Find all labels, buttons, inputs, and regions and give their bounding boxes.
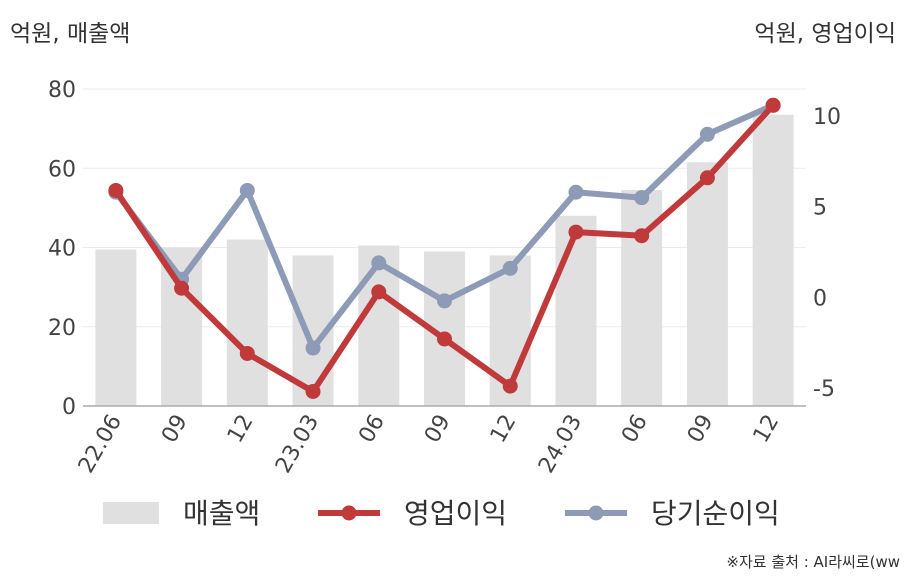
left-tick-label: 20 [48, 316, 76, 341]
x-tick-label: 09 [420, 411, 456, 448]
x-tick-label: 12 [486, 411, 522, 448]
left-tick-label: 0 [62, 395, 76, 420]
operating-profit-point [174, 280, 190, 296]
operating-profit-point [502, 378, 518, 394]
operating-profit-point [699, 170, 715, 186]
right-tick-label: 0 [813, 286, 827, 311]
net-income-point [634, 190, 650, 206]
operating-profit-point [108, 182, 124, 198]
operating-profit-point [634, 228, 650, 244]
x-tick-label: 12 [223, 411, 259, 448]
right-tick-label: 5 [813, 196, 827, 221]
net-income-point [239, 182, 255, 198]
revenue-bar [555, 215, 597, 406]
legend-swatch-revenue [103, 502, 159, 524]
net-income-point [502, 260, 518, 276]
net-income-point [699, 126, 715, 142]
combo-chart: 0 20 40 60 80 -5 0 5 10 22.06 09 12 23.03 06 09 12 24.03… [48, 78, 841, 530]
revenue-bar [686, 162, 728, 406]
x-tick-label: 22.06 [74, 411, 127, 478]
left-tick-label: 80 [48, 78, 76, 103]
x-tick-label: 24.03 [534, 411, 587, 478]
legend-marker-operating-profit [341, 505, 357, 521]
net-income-point [568, 184, 584, 200]
legend-marker-net-income [588, 505, 604, 521]
revenue-bar [226, 239, 268, 406]
operating-profit-point [568, 224, 584, 240]
operating-profit-point [371, 284, 387, 300]
source-note: ※자료 출처 : AI라씨로(ww [726, 553, 900, 571]
left-tick-label: 60 [48, 157, 76, 182]
x-tick-label: 23.03 [271, 411, 324, 478]
x-tick-label: 09 [157, 411, 193, 448]
right-tick-label: 10 [813, 105, 841, 130]
x-tick-label: 09 [683, 411, 719, 448]
revenue-bar [95, 249, 137, 406]
operating-profit-point [437, 331, 452, 347]
operating-profit-point [765, 97, 781, 113]
legend-label-net-income: 당기순이익 [651, 497, 780, 530]
revenue-bar [752, 114, 794, 406]
net-income-point [371, 255, 387, 271]
legend-label-operating-profit: 영업이익 [404, 497, 507, 530]
x-tick-label: 06 [354, 411, 390, 448]
legend-label-revenue: 매출액 [183, 497, 260, 530]
operating-profit-point [305, 384, 321, 400]
x-tick-label: 12 [749, 411, 785, 448]
x-tick-label: 06 [617, 411, 653, 448]
right-tick-label: -5 [813, 377, 835, 402]
net-income-point [305, 340, 321, 356]
net-income-point [437, 293, 452, 309]
left-axis-unit: 억원, 매출액 [10, 21, 131, 47]
right-axis-unit: 억원, 영업이익 [754, 21, 896, 47]
operating-profit-point [239, 345, 255, 361]
left-tick-label: 40 [48, 237, 76, 262]
